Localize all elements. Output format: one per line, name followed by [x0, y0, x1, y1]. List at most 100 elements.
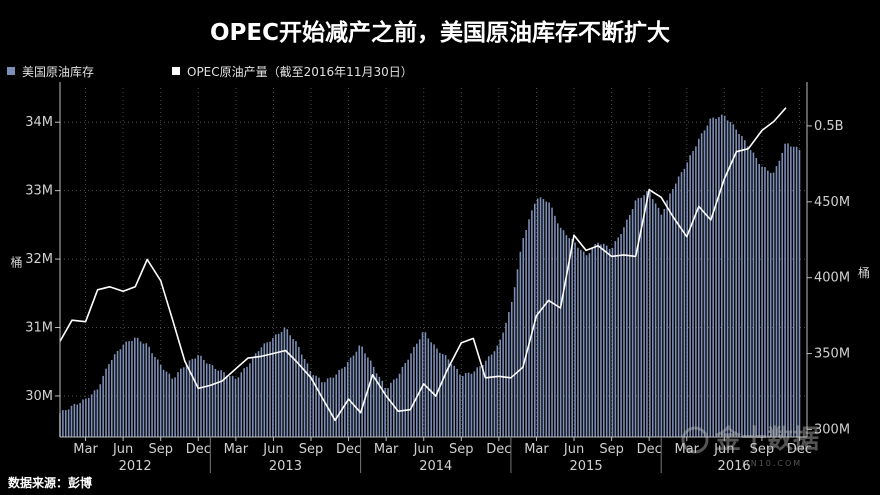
inventory-bar [122, 344, 125, 437]
inventory-bar [496, 345, 499, 437]
inventory-bar [680, 172, 683, 438]
inventory-bar [769, 172, 772, 437]
inventory-bar [277, 333, 280, 437]
inventory-bar [390, 382, 392, 437]
inventory-bar [96, 389, 99, 437]
inventory-bar [142, 343, 145, 437]
inventory-bar [234, 378, 237, 437]
inventory-bar [369, 360, 372, 437]
inventory-bar [283, 327, 286, 437]
inventory-bar [292, 339, 294, 437]
inventory-bar [329, 377, 332, 437]
left-axis-tick-label: 33M [25, 184, 53, 199]
inventory-bar [70, 405, 73, 437]
inventory-bar [723, 115, 726, 438]
x-axis-year-label: 2014 [419, 459, 452, 474]
left-axis-tick-label: 32M [25, 252, 53, 267]
inventory-bar [795, 146, 798, 437]
x-axis-month-label: Sep [148, 442, 173, 457]
inventory-bar [312, 375, 315, 437]
inventory-bar [726, 120, 729, 438]
inventory-bar [628, 215, 631, 437]
inventory-bar [479, 366, 481, 437]
legend-line-label: OPEC原油产量（截至2016年11月30日） [187, 65, 413, 79]
inventory-bar [640, 197, 643, 437]
inventory-bar [315, 375, 317, 437]
right-axis-tick-label: 450M [814, 195, 850, 210]
inventory-bar [462, 375, 464, 437]
inventory-bar [792, 146, 795, 438]
inventory-bar [280, 332, 283, 437]
inventory-bar [387, 388, 389, 437]
inventory-bar [551, 207, 553, 437]
inventory-bar [772, 172, 775, 438]
x-axis-month-label: Jun [713, 442, 734, 457]
x-axis-year-label: 2013 [269, 459, 302, 474]
inventory-bar [309, 370, 312, 437]
inventory-bar [355, 351, 358, 437]
inventory-bar [139, 341, 142, 437]
inventory-bar [286, 329, 289, 437]
inventory-bar [407, 359, 409, 437]
inventory-bar [761, 166, 763, 437]
bar-series [59, 114, 801, 438]
inventory-bar [364, 353, 366, 437]
inventory-bar [398, 373, 401, 437]
inventory-bar [269, 341, 271, 437]
inventory-bar [571, 238, 573, 437]
inventory-bar [76, 404, 79, 437]
inventory-bar [531, 210, 533, 437]
inventory-bar [323, 382, 326, 437]
inventory-bar [154, 357, 156, 437]
x-axis-month-label: Dec [336, 442, 361, 457]
inventory-bar [663, 208, 666, 437]
legend-bar-label: 美国原油库存 [22, 64, 94, 79]
watermark: 金十数据 JIN10.COM [681, 424, 819, 468]
inventory-bar [272, 337, 274, 437]
inventory-bar [338, 369, 340, 437]
inventory-bar [588, 253, 591, 437]
left-axis-label: 桶 [9, 255, 23, 268]
inventory-bar [145, 343, 148, 437]
inventory-bar [275, 334, 277, 437]
x-axis-month-label: Sep [599, 442, 624, 457]
x-axis-month-label: Jun [112, 442, 133, 457]
inventory-bar [205, 363, 208, 437]
inventory-bar [591, 248, 594, 437]
inventory-bar [485, 360, 487, 437]
inventory-bar [554, 215, 556, 437]
inventory-bar [220, 370, 222, 437]
inventory-bar [341, 368, 343, 437]
inventory-bar [85, 398, 87, 437]
inventory-bar [582, 251, 585, 437]
legend: 美国原油库存 OPEC原油产量（截至2016年11月30日） [7, 64, 413, 79]
inventory-bar [332, 377, 335, 437]
inventory-bar [548, 202, 550, 437]
inventory-bar [105, 368, 107, 437]
inventory-bar [62, 410, 64, 437]
inventory-bar [749, 150, 752, 437]
inventory-bar [519, 251, 522, 437]
inventory-bar [228, 376, 231, 437]
inventory-bar [203, 359, 205, 437]
inventory-bar [367, 357, 369, 437]
inventory-bar [200, 355, 202, 437]
inventory-bar [157, 359, 159, 437]
inventory-bar [335, 374, 338, 437]
inventory-bar [775, 166, 778, 437]
inventory-bar [416, 343, 418, 437]
x-axis-year-label: 2016 [718, 459, 751, 474]
watermark-domain: JIN10.COM [741, 459, 802, 468]
inventory-bar [249, 363, 251, 437]
inventory-bar [456, 368, 458, 437]
inventory-bar [237, 377, 240, 437]
x-axis-month-label: Jun [413, 442, 434, 457]
inventory-bar [476, 367, 479, 437]
inventory-bar [79, 402, 81, 437]
inventory-bar [499, 339, 502, 437]
inventory-bar [600, 244, 602, 437]
inventory-bar [798, 149, 801, 437]
x-axis-month-label: Mar [674, 442, 699, 457]
inventory-bar [266, 342, 268, 437]
inventory-bar [603, 243, 605, 437]
